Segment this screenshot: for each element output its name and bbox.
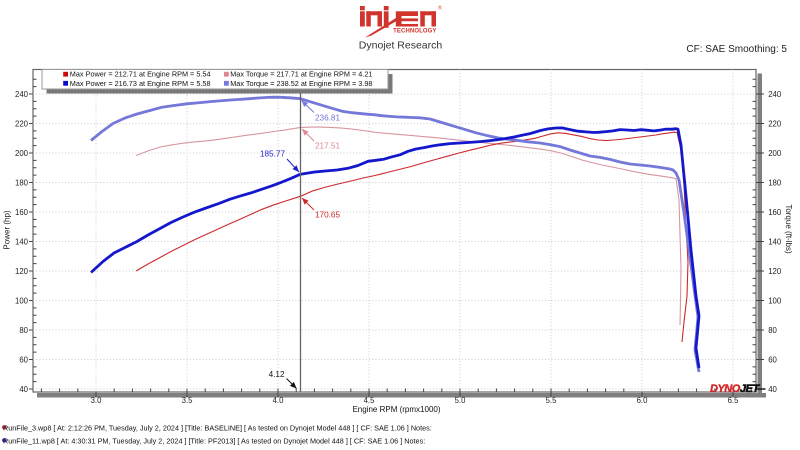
svg-text:Dynojet Research: Dynojet Research (359, 40, 443, 52)
svg-text:217.51: 217.51 (315, 142, 340, 151)
svg-text:220: 220 (768, 119, 782, 128)
svg-text:3.5: 3.5 (182, 396, 194, 405)
svg-text:100: 100 (768, 296, 782, 305)
svg-text:6.0: 6.0 (637, 396, 649, 405)
svg-text:80: 80 (768, 326, 777, 335)
svg-text:120: 120 (768, 267, 782, 276)
svg-text:240: 240 (768, 90, 782, 99)
svg-text:40: 40 (768, 385, 777, 394)
svg-text:Max Power = 212.71 at Engine R: Max Power = 212.71 at Engine RPM = 5.54 (70, 70, 211, 79)
svg-text:Engine RPM (rpmx1000): Engine RPM (rpmx1000) (352, 405, 440, 414)
svg-text:CF: SAE Smoothing: 5: CF: SAE Smoothing: 5 (686, 44, 787, 55)
svg-text:200: 200 (15, 149, 29, 158)
svg-text:5.0: 5.0 (455, 396, 467, 405)
svg-text:140: 140 (15, 237, 29, 246)
svg-text:180: 180 (768, 178, 782, 187)
svg-text:185.77: 185.77 (260, 150, 285, 159)
svg-text:4.5: 4.5 (364, 396, 376, 405)
svg-text:RunFile_11.wp8 [ At: 4:30:31 P: RunFile_11.wp8 [ At: 4:30:31 PM, Tuesday… (3, 437, 425, 446)
svg-text:4.0: 4.0 (273, 396, 285, 405)
svg-text:180: 180 (15, 178, 29, 187)
svg-text:240: 240 (15, 90, 29, 99)
svg-text:Max Torque = 217.71 at Engine: Max Torque = 217.71 at Engine RPM = 4.21 (230, 70, 372, 79)
svg-text:200: 200 (768, 149, 782, 158)
svg-text:Max Power = 216.73 at Engine R: Max Power = 216.73 at Engine RPM = 5.58 (70, 79, 211, 88)
svg-text:160: 160 (768, 208, 782, 217)
svg-text:160: 160 (15, 208, 29, 217)
svg-text:Torque (ft-lbs): Torque (ft-lbs) (784, 204, 793, 254)
svg-text:220: 220 (15, 119, 29, 128)
svg-text:Power (hp): Power (hp) (3, 210, 12, 249)
svg-text:80: 80 (19, 326, 28, 335)
svg-text:236.81: 236.81 (315, 114, 340, 123)
svg-text:3.0: 3.0 (91, 396, 103, 405)
svg-text:6.5: 6.5 (728, 396, 740, 405)
svg-text:140: 140 (768, 237, 782, 246)
svg-text:100: 100 (15, 296, 29, 305)
svg-text:®: ® (438, 5, 442, 12)
svg-text:4.12: 4.12 (269, 370, 285, 379)
svg-text:JET: JET (740, 383, 760, 395)
svg-text:DYNO: DYNO (710, 383, 741, 395)
svg-text:RunFile_3.wp8 [ At: 2:12:26 PM: RunFile_3.wp8 [ At: 2:12:26 PM, Tuesday,… (3, 424, 432, 433)
svg-text:40: 40 (19, 385, 28, 394)
svg-text:170.65: 170.65 (315, 211, 340, 220)
svg-text:TECHNOLOGY: TECHNOLOGY (393, 29, 436, 35)
svg-text:Max Torque = 238.52 at Engine: Max Torque = 238.52 at Engine RPM = 3.98 (230, 79, 372, 88)
svg-text:60: 60 (19, 355, 28, 364)
svg-text:60: 60 (768, 355, 777, 364)
svg-text:5.5: 5.5 (546, 396, 558, 405)
svg-text:120: 120 (15, 267, 29, 276)
